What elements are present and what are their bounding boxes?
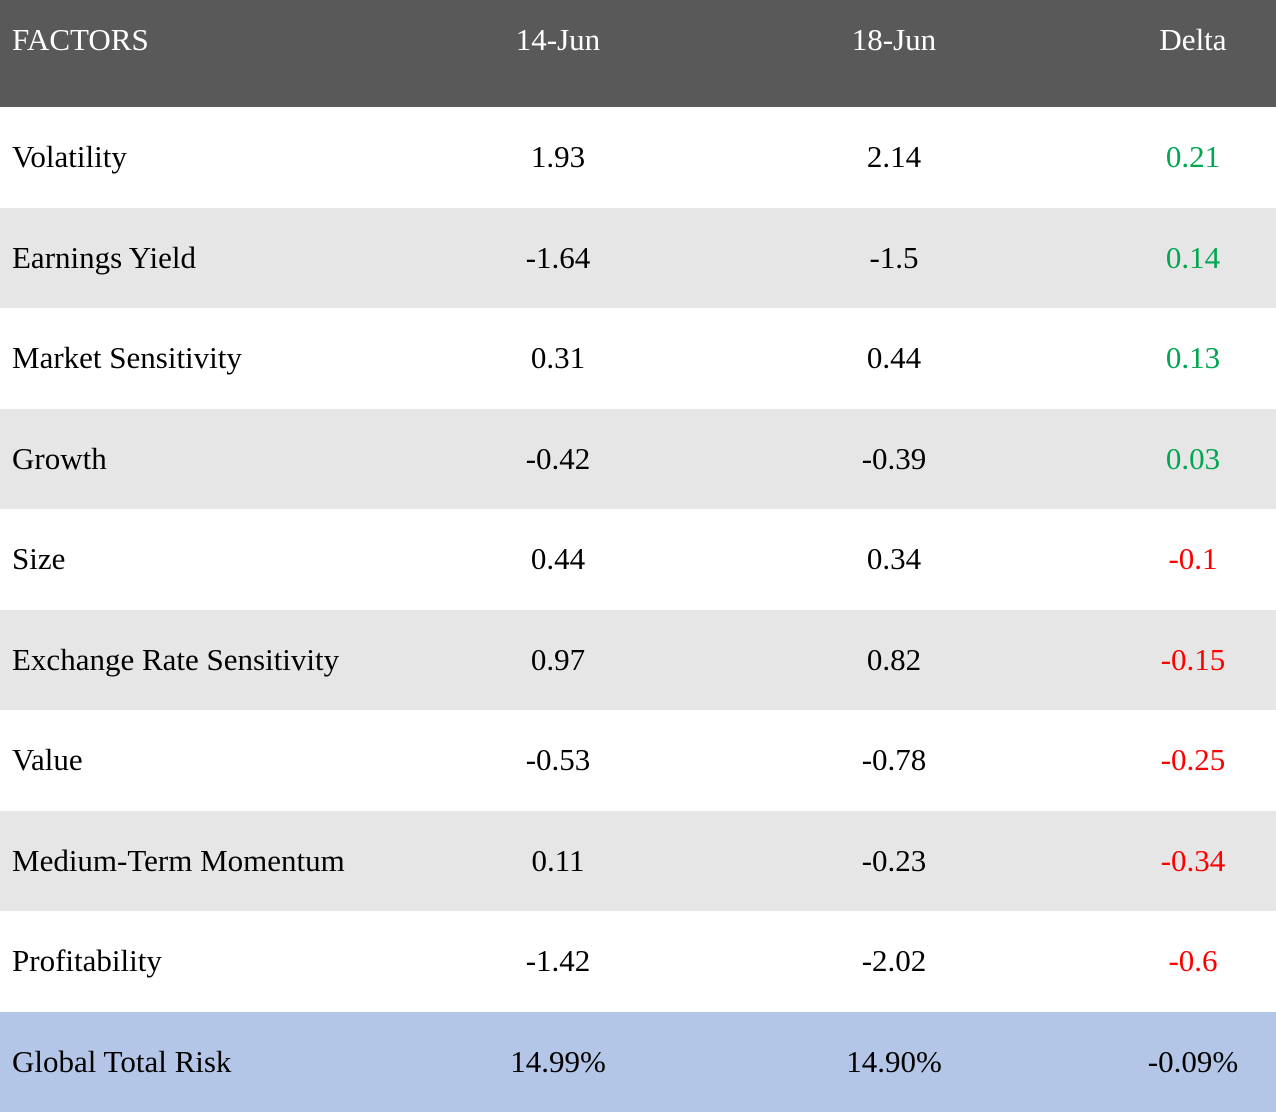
cell-value: -1.42: [525, 943, 591, 979]
row-label: Exchange Rate Sensitivity: [12, 641, 340, 677]
table-row: Value -0.53 -0.78 -0.25: [0, 710, 1276, 811]
cell-value: Delta: [1159, 22, 1227, 57]
cell-value: 0.11: [531, 842, 585, 878]
cell-value: -0.15: [1160, 641, 1226, 677]
cell-value: 18-Jun: [851, 22, 937, 57]
cell-value: -0.53: [525, 742, 591, 778]
cell-value: 1.93: [530, 139, 586, 175]
cell-value: -0.09%: [1147, 1043, 1239, 1079]
cell-value: -2.02: [861, 943, 927, 979]
cell-value: 2.14: [866, 139, 922, 175]
row-label: Earnings Yield: [12, 239, 196, 275]
cell-value: 0.21: [1165, 139, 1221, 175]
row-label: Volatility: [12, 139, 127, 175]
cell-value: 14-Jun: [515, 22, 601, 57]
table-row: Volatility 1.93 2.14 0.21: [0, 107, 1276, 208]
cell-value: -0.25: [1160, 742, 1226, 778]
row-label: Medium-Term Momentum: [12, 842, 345, 878]
table-row: Growth -0.42 -0.39 0.03: [0, 408, 1276, 509]
row-label: Market Sensitivity: [12, 340, 242, 376]
row-label: Global Total Risk: [12, 1043, 232, 1079]
table-row: Medium-Term Momentum 0.11 -0.23 -0.34: [0, 810, 1276, 911]
cell-value: -0.39: [861, 440, 927, 476]
cell-value: -0.78: [861, 742, 927, 778]
cell-value: -0.6: [1168, 943, 1218, 979]
cell-value: 0.82: [866, 641, 922, 677]
table-row: Earnings Yield -1.64 -1.5 0.14: [0, 207, 1276, 308]
table-row: Exchange Rate Sensitivity 0.97 0.82 -0.15: [0, 609, 1276, 710]
cell-value: -0.23: [861, 842, 927, 878]
row-label: Size: [12, 541, 66, 577]
cell-value: 0.31: [530, 340, 586, 376]
row-label: FACTORS: [12, 22, 149, 57]
cell-value: -0.1: [1168, 541, 1218, 577]
cell-value: 0.13: [1165, 340, 1221, 376]
cell-value: 0.97: [530, 641, 586, 677]
row-label: Value: [12, 742, 83, 778]
table-row: Profitability -1.42 -2.02 -0.6: [0, 911, 1276, 1012]
cell-value: -1.5: [869, 239, 919, 275]
cell-value: 0.44: [530, 541, 586, 577]
cell-value: -0.34: [1160, 842, 1226, 878]
row-label: Growth: [12, 440, 107, 476]
table-row: Market Sensitivity 0.31 0.44 0.13: [0, 308, 1276, 409]
cell-value: 14.99%: [510, 1043, 606, 1079]
cell-value: 0.44: [866, 340, 922, 376]
header-row: FACTORS 14-Jun 18-Jun Delta: [0, 0, 1276, 107]
cell-value: 14.90%: [846, 1043, 942, 1079]
table-row: Size 0.44 0.34 -0.1: [0, 509, 1276, 610]
cell-value: -1.64: [525, 239, 591, 275]
cell-value: 0.34: [866, 541, 922, 577]
cell-value: 0.14: [1165, 239, 1221, 275]
total-row: Global Total Risk 14.99% 14.90% -0.09%: [0, 1011, 1276, 1112]
cell-value: 0.03: [1165, 440, 1221, 476]
cell-value: -0.42: [525, 440, 591, 476]
row-label: Profitability: [12, 943, 162, 979]
